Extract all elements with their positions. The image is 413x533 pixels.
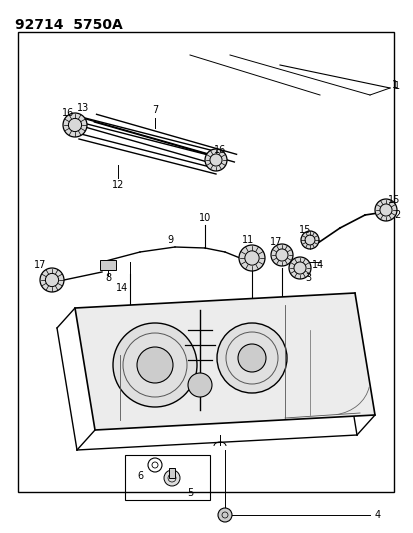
Circle shape [113,323,197,407]
Circle shape [374,199,396,221]
Circle shape [123,333,187,397]
Circle shape [68,118,81,132]
Text: 14: 14 [311,260,323,270]
Text: 16: 16 [62,108,74,118]
Text: 3: 3 [304,273,310,283]
Circle shape [244,251,259,265]
Text: 17: 17 [269,237,282,247]
Circle shape [271,244,292,266]
Text: 1: 1 [391,80,397,90]
Polygon shape [75,293,374,430]
Text: 10: 10 [198,213,211,223]
Text: 1: 1 [393,81,399,91]
Text: 2: 2 [393,210,399,220]
Text: 14: 14 [116,283,128,293]
Circle shape [275,249,287,261]
Circle shape [209,154,221,166]
Text: 8: 8 [104,273,111,283]
Circle shape [288,257,310,279]
Circle shape [137,347,173,383]
Text: 6: 6 [137,471,143,481]
Text: 16: 16 [214,145,225,155]
Text: 17: 17 [34,260,46,270]
Text: 13: 13 [77,103,89,113]
Circle shape [164,470,180,486]
Text: 15: 15 [298,225,311,235]
Text: 11: 11 [241,235,254,245]
Bar [18,32,393,492]
Text: 12: 12 [112,180,124,190]
Bar [169,468,175,478]
Circle shape [218,508,231,522]
Circle shape [379,204,391,216]
Circle shape [216,323,286,393]
Circle shape [45,273,59,287]
Circle shape [304,235,314,245]
Circle shape [63,113,87,137]
Text: 5: 5 [186,488,192,498]
Bar [100,260,116,270]
Text: 15: 15 [387,195,399,205]
Text: 4: 4 [374,510,380,520]
Text: 9: 9 [166,235,173,245]
Circle shape [40,268,64,292]
Bar [125,455,209,500]
Circle shape [225,332,277,384]
Circle shape [238,245,264,271]
Circle shape [293,262,305,274]
Text: 92714  5750A: 92714 5750A [15,18,122,32]
Circle shape [300,231,318,249]
Circle shape [188,373,211,397]
Circle shape [204,149,226,171]
Text: 7: 7 [152,105,158,115]
Circle shape [237,344,266,372]
